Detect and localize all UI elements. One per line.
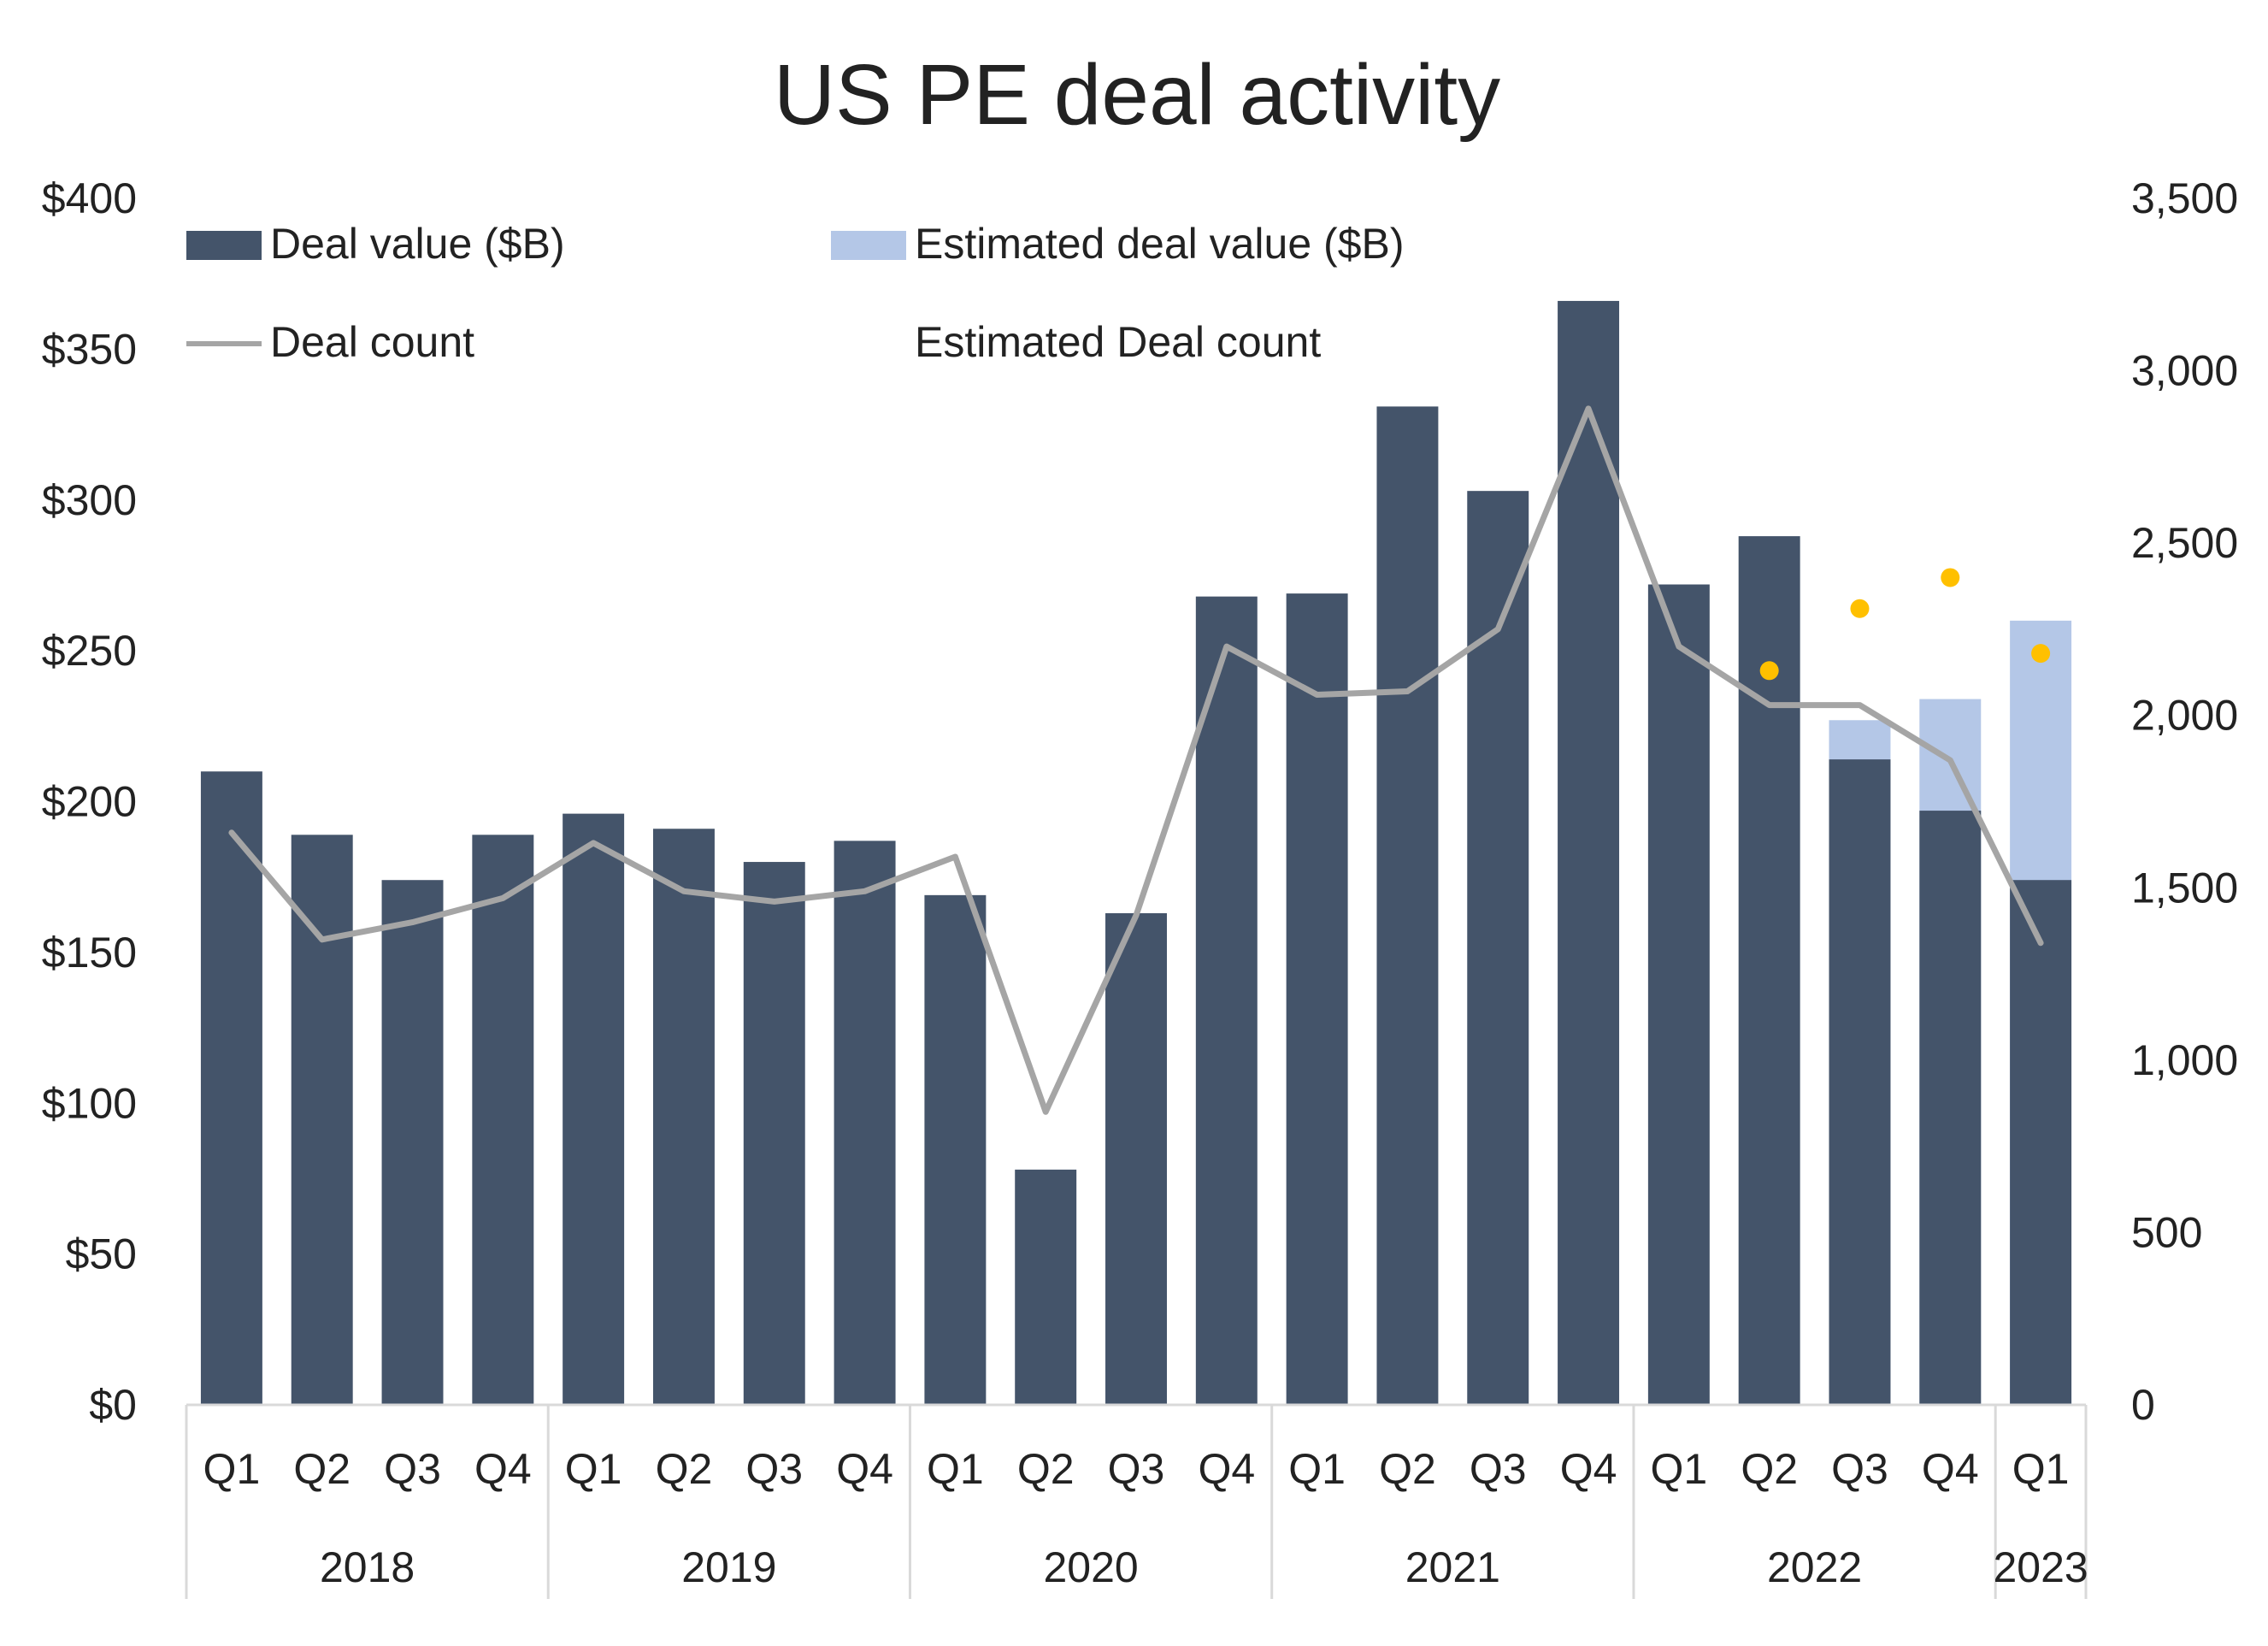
bar-deal-value xyxy=(1195,596,1258,1405)
x-tick-label: Q3 xyxy=(1470,1445,1527,1493)
x-year-label: 2021 xyxy=(1405,1543,1500,1591)
x-tick-label: Q4 xyxy=(1922,1445,1979,1493)
y-tick-right: 1,500 xyxy=(2131,864,2238,911)
estimated-deal-count-point xyxy=(1850,599,1870,618)
bar-deal-value xyxy=(1376,406,1439,1406)
y-tick-left: $200 xyxy=(42,778,137,826)
x-tick-label: Q1 xyxy=(1651,1445,1708,1493)
x-year-label: 2019 xyxy=(681,1543,776,1591)
legend-swatch-deal-value xyxy=(186,231,262,260)
legend-label-deal-value: Deal value ($B) xyxy=(270,220,565,268)
x-tick-label: Q1 xyxy=(1288,1445,1346,1493)
y-tick-right: 0 xyxy=(2131,1381,2155,1429)
bar-deal-value xyxy=(2010,880,2072,1405)
legend-label-deal-count: Deal count xyxy=(270,318,474,366)
x-tick-label: Q3 xyxy=(745,1445,803,1493)
estimated-deal-count-point xyxy=(1941,568,1960,587)
x-axis: Q1 Q2 Q3 Q4 Q1 Q2 Q3 Q4 Q1 Q2 Q3 Q4 Q1 Q2 Q3 Q4 Q1 Q2 Q3 Q4… xyxy=(185,1403,2088,1599)
bar-deal-value xyxy=(924,894,987,1405)
y-tick-left: $50 xyxy=(66,1230,137,1278)
legend-label-estimated-deal-count: Estimated Deal count xyxy=(915,318,1321,366)
bar-deal-value xyxy=(652,829,715,1405)
x-tick-label: Q4 xyxy=(1560,1445,1617,1493)
estimated-deal-count-point xyxy=(1759,661,1779,681)
x-tick-label: Q3 xyxy=(1108,1445,1165,1493)
bar-deal-value xyxy=(381,880,444,1405)
y-axis-left: $0 $50 $100 $150 $200 $250 $300 $350 $400 xyxy=(42,174,137,1429)
y-tick-right: 1,000 xyxy=(2131,1036,2238,1084)
y-tick-left: $100 xyxy=(42,1079,137,1127)
bar-deal-value xyxy=(1558,300,1620,1405)
y-tick-right: 3,500 xyxy=(2131,174,2238,222)
x-tick-label: Q3 xyxy=(384,1445,441,1493)
bar-deal-value xyxy=(743,862,805,1405)
x-tick-label: Q1 xyxy=(927,1445,984,1493)
y-tick-right: 2,000 xyxy=(2131,692,2238,740)
chart-title: US PE deal activity xyxy=(774,47,1500,143)
deal-count-line-group xyxy=(228,405,2044,1115)
bar-deal-value xyxy=(1015,1169,1077,1405)
y-tick-right: 500 xyxy=(2131,1208,2202,1256)
y-tick-left: $250 xyxy=(42,627,137,675)
x-year-label: 2018 xyxy=(320,1543,415,1591)
bar-deal-value xyxy=(200,771,262,1405)
x-tick-label: Q4 xyxy=(836,1445,893,1493)
bar-deal-value xyxy=(1738,536,1800,1405)
x-year-label: 2023 xyxy=(1993,1543,2088,1591)
legend: Deal value ($B) Estimated deal value ($B… xyxy=(186,220,1405,366)
y-axis-right: 0 500 1,000 1,500 2,000 2,500 3,000 3,500 xyxy=(2131,174,2238,1429)
y-tick-left: $350 xyxy=(42,325,137,373)
x-tick-label: Q2 xyxy=(1379,1445,1436,1493)
x-tick-label: Q1 xyxy=(565,1445,622,1493)
x-tick-label: Q4 xyxy=(1198,1445,1255,1493)
x-tick-label: Q2 xyxy=(1017,1445,1075,1493)
bar-deal-value xyxy=(1647,584,1710,1405)
x-tick-label: Q2 xyxy=(293,1445,351,1493)
bar-deal-value xyxy=(834,841,896,1405)
deal-count-line xyxy=(228,405,2044,1115)
x-tick-label: Q2 xyxy=(656,1445,713,1493)
bar-deal-value xyxy=(472,835,534,1405)
bar-deal-value xyxy=(1919,811,1982,1405)
y-tick-right: 3,000 xyxy=(2131,347,2238,395)
y-tick-left: $400 xyxy=(42,174,137,222)
bars xyxy=(200,300,2072,1406)
estimated-deal-count-point xyxy=(2031,644,2051,664)
x-year-label: 2020 xyxy=(1043,1543,1138,1591)
bar-deal-value xyxy=(291,835,353,1405)
x-year-label: 2022 xyxy=(1767,1543,1862,1591)
x-tick-label: Q3 xyxy=(1831,1445,1888,1493)
y-tick-right: 2,500 xyxy=(2131,519,2238,567)
legend-label-estimated-deal-value: Estimated deal value ($B) xyxy=(915,220,1405,268)
bar-deal-value xyxy=(1105,913,1167,1405)
bar-deal-value xyxy=(1829,759,1891,1405)
y-tick-left: $150 xyxy=(42,929,137,976)
y-tick-left: $300 xyxy=(42,476,137,524)
bar-deal-value xyxy=(1286,593,1348,1405)
x-tick-label: Q2 xyxy=(1741,1445,1798,1493)
y-tick-left: $0 xyxy=(89,1381,137,1429)
legend-swatch-estimated-deal-value xyxy=(831,231,906,260)
bar-deal-value xyxy=(563,813,625,1405)
x-tick-label: Q1 xyxy=(203,1445,261,1493)
estimated-deal-count-dots xyxy=(1759,568,2051,681)
x-tick-label: Q1 xyxy=(2012,1445,2070,1493)
x-tick-label: Q4 xyxy=(474,1445,532,1493)
